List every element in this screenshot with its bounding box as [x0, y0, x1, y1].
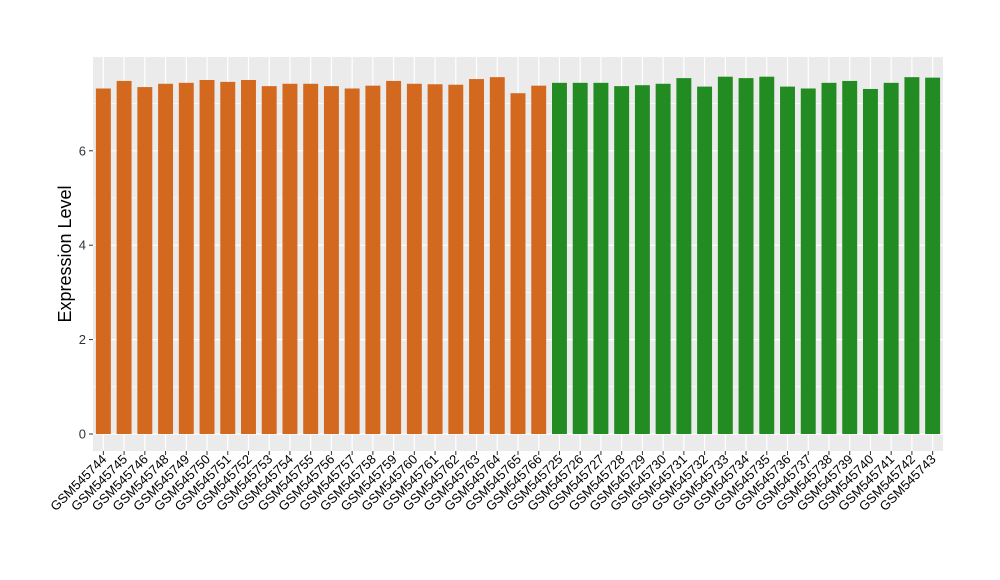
bar-GSM545765: [510, 93, 526, 434]
bar-GSM545725: [552, 82, 567, 434]
bar-GSM545728: [614, 86, 630, 435]
y-tick-label: 4: [79, 238, 86, 253]
bar-GSM545752: [241, 80, 256, 434]
bar-GSM545750: [199, 80, 215, 434]
bar-GSM545745: [116, 80, 132, 434]
bar-GSM545746: [137, 87, 153, 434]
bar-GSM545743: [925, 77, 941, 434]
x-axis: GSM545744GSM545745GSM545746GSM545748GSM5…: [47, 451, 939, 514]
bar-GSM545729: [634, 85, 650, 434]
bar-GSM545764: [489, 77, 505, 434]
bar-GSM545733: [717, 76, 733, 435]
bar-GSM545754: [282, 83, 298, 434]
bar-GSM545740: [862, 88, 878, 434]
bar-GSM545731: [676, 78, 692, 434]
bars: [95, 76, 941, 435]
bar-GSM545756: [323, 86, 339, 435]
bar-GSM545735: [759, 76, 775, 435]
bar-GSM545742: [904, 77, 920, 434]
bar-GSM545758: [365, 85, 381, 434]
bar-GSM545748: [158, 83, 174, 434]
bar-GSM545766: [531, 85, 547, 434]
bar-GSM545757: [344, 88, 360, 434]
bar-GSM545749: [178, 82, 194, 434]
bar-GSM545734: [738, 78, 754, 434]
y-axis-title: Expression Level: [55, 185, 75, 322]
bar-GSM545730: [655, 83, 671, 434]
y-tick-label: 6: [79, 143, 86, 158]
bar-GSM545760: [406, 83, 422, 434]
y-tick-label: 2: [79, 332, 86, 347]
bar-GSM545739: [842, 80, 858, 434]
bar-GSM545759: [386, 80, 402, 434]
bar-GSM545727: [593, 82, 609, 434]
bar-GSM545726: [572, 82, 588, 434]
y-tick-label: 0: [79, 427, 86, 442]
bar-GSM545741: [883, 82, 899, 434]
bar-GSM545755: [303, 83, 319, 434]
bar-GSM545732: [697, 86, 713, 434]
bar-GSM545736: [780, 86, 795, 434]
bar-GSM545737: [800, 88, 816, 434]
bar-GSM545763: [469, 79, 484, 434]
y-axis: 0 2 4 6: [79, 143, 93, 442]
bar-GSM545761: [427, 84, 443, 435]
bar-GSM545738: [821, 82, 837, 434]
bar-GSM545753: [261, 86, 277, 435]
bar-GSM545744: [95, 88, 111, 434]
bar-GSM545762: [448, 84, 464, 434]
bar-GSM545751: [220, 81, 236, 434]
